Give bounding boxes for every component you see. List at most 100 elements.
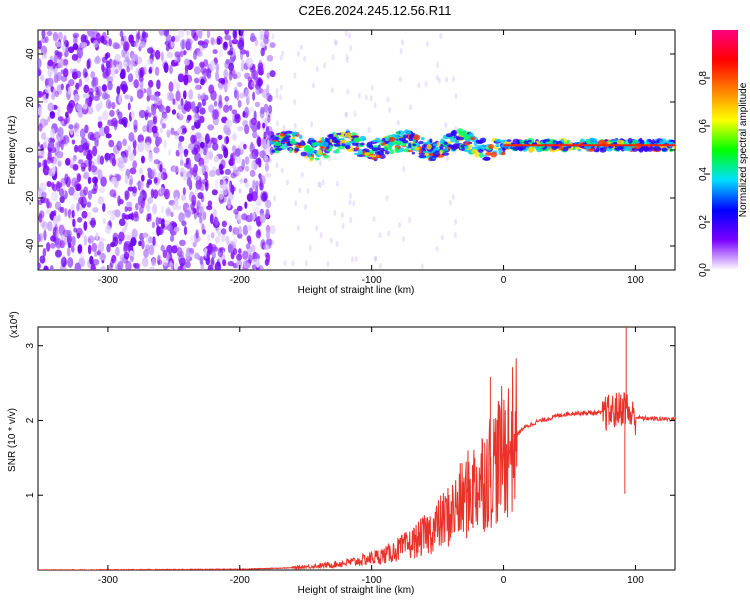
noise-blob [110, 242, 116, 248]
faint-blob [296, 224, 300, 231]
noise-blob [178, 257, 186, 267]
noise-blob [72, 43, 79, 51]
noise-blob [220, 234, 226, 242]
noise-blob [169, 64, 173, 75]
noise-blob [147, 196, 154, 204]
noise-blob [80, 196, 87, 208]
noise-blob [86, 201, 92, 208]
noise-blob [194, 83, 201, 91]
noise-blob [248, 107, 255, 113]
faint-blob [386, 96, 390, 103]
faint-blob [273, 195, 277, 202]
noise-blob [242, 111, 246, 118]
noise-blob [246, 193, 254, 202]
noise-blob [250, 244, 256, 253]
faint-blob [334, 40, 338, 47]
signal-blob [327, 134, 333, 138]
noise-blob [81, 42, 88, 48]
noise-blob [243, 143, 247, 150]
noise-blob [76, 103, 83, 112]
noise-blob [231, 134, 238, 140]
faint-blob [420, 263, 424, 270]
noise-blob [236, 253, 243, 261]
faint-blob [319, 232, 323, 239]
noise-blob [73, 227, 77, 233]
noise-blob [237, 99, 242, 108]
noise-blob [89, 220, 96, 226]
noise-blob [134, 40, 139, 48]
signal-blob [418, 154, 427, 158]
signal-blob [403, 134, 409, 139]
noise-blob [43, 229, 47, 241]
noise-blob [51, 191, 58, 202]
noise-blob [94, 139, 99, 148]
noise-blob [192, 241, 197, 248]
noise-blob [114, 54, 121, 62]
noise-blob [97, 241, 105, 253]
noise-blob [105, 133, 112, 139]
signal-blob [471, 149, 477, 154]
signal-blob [495, 144, 500, 148]
noise-blob [263, 155, 269, 162]
noise-blob [118, 231, 125, 242]
signal-blob [331, 136, 337, 140]
signal-blob [285, 134, 291, 139]
noise-blob [124, 193, 129, 201]
noise-blob [170, 127, 175, 136]
noise-blob [60, 134, 65, 141]
noise-blob [128, 132, 135, 142]
noise-blob [56, 151, 64, 159]
noise-blob [88, 87, 94, 95]
noise-blob [119, 30, 124, 38]
noise-blob [98, 186, 106, 194]
signal-blob [502, 146, 506, 153]
noise-blob [197, 115, 205, 124]
noise-blob [218, 49, 224, 58]
noise-blob [67, 257, 74, 268]
noise-blob [244, 182, 250, 188]
noise-blob [195, 84, 202, 90]
noise-blob [157, 254, 161, 266]
noise-blob [203, 156, 210, 164]
noise-blob [224, 82, 228, 93]
noise-blob [141, 256, 149, 268]
noise-blob [193, 209, 198, 220]
noise-blob [238, 225, 242, 236]
faint-blob [364, 94, 368, 101]
signal-blob [465, 138, 471, 142]
noise-blob [124, 205, 128, 213]
noise-blob [142, 125, 147, 133]
noise-blob [241, 213, 248, 221]
noise-blob [146, 58, 154, 65]
faint-blob [353, 110, 357, 117]
noise-blob [39, 255, 46, 264]
noise-blob [110, 258, 114, 269]
signal-blob [411, 151, 415, 155]
noise-blob [120, 40, 125, 47]
noise-blob [138, 180, 144, 190]
noise-blob [159, 127, 163, 134]
signal-blob [403, 129, 410, 134]
faint-blob [435, 245, 439, 252]
noise-blob [189, 235, 196, 244]
faint-blob [303, 203, 307, 210]
noise-blob [75, 227, 83, 236]
noise-blob [121, 212, 126, 220]
noise-blob [257, 156, 262, 168]
noise-blob [217, 231, 221, 238]
noise-blob [87, 244, 92, 255]
faint-blob [285, 179, 289, 186]
noise-blob [47, 116, 51, 122]
noise-blob [237, 233, 243, 239]
faint-blob [271, 239, 275, 246]
noise-blob [262, 122, 266, 129]
faint-blob [296, 50, 300, 57]
noise-blob [103, 125, 110, 135]
noise-blob [224, 34, 232, 41]
faint-blob [357, 92, 361, 99]
y-tick-label: 0 [25, 147, 36, 153]
noise-blob [237, 126, 244, 132]
noise-blob [176, 205, 182, 211]
noise-blob [135, 202, 139, 211]
faint-blob [333, 38, 337, 45]
